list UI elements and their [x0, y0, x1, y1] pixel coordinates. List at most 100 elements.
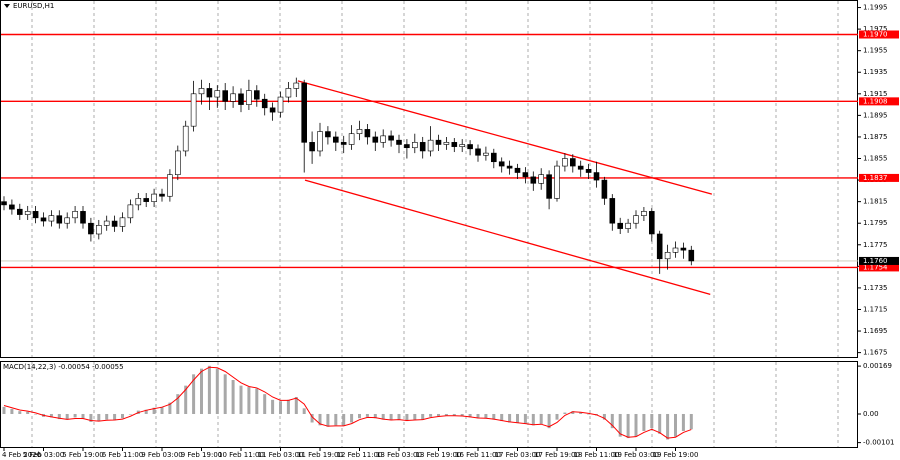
candle-body: [119, 217, 126, 227]
x-tick-label: 10 Feb 11:00: [218, 451, 264, 459]
macd-bar: [318, 413, 322, 426]
level-label-bg: [859, 263, 899, 272]
candle-body: [672, 247, 679, 253]
macd-bar: [618, 413, 622, 437]
macd-bar: [168, 402, 172, 414]
candle-body: [388, 135, 394, 141]
candle-body: [309, 142, 315, 152]
candle-body: [167, 174, 173, 197]
candle-body: [198, 88, 205, 95]
macd-bar: [10, 408, 14, 414]
macd-bar: [579, 412, 583, 414]
macd-bar: [650, 413, 654, 429]
macd-bar: [342, 413, 346, 426]
macd-bar: [231, 379, 235, 414]
macd-bar: [128, 413, 132, 415]
macd-bar: [516, 413, 519, 424]
candle-body: [577, 165, 584, 170]
candle-body: [230, 93, 236, 102]
macd-bar: [152, 407, 156, 414]
candle-body: [546, 174, 552, 199]
candle-body: [569, 158, 576, 167]
macd-bar: [65, 413, 69, 420]
candle-body: [175, 150, 181, 175]
macd-bar: [286, 399, 290, 414]
candle-body: [688, 249, 695, 262]
x-tick-label: 9 Feb 03:00: [141, 451, 182, 459]
macd-bar: [176, 394, 180, 414]
macd-bar: [571, 411, 575, 414]
macd-bar: [531, 413, 535, 426]
macd-bar: [223, 374, 227, 414]
channel-line: [297, 80, 713, 195]
macd-bar: [602, 413, 606, 420]
candle-body: [601, 179, 608, 199]
y-tick-label: 1.1775: [863, 241, 888, 249]
macd-bar: [2, 406, 6, 414]
candle-body: [419, 142, 426, 152]
x-tick-label: 19 Feb 19:00: [653, 451, 699, 459]
level-label-bg: [859, 173, 899, 182]
level-label: 1.1837: [863, 174, 888, 182]
level-label-bg: [859, 97, 899, 106]
candle-body: [317, 131, 323, 152]
macd-bar: [121, 413, 124, 419]
macd-title: MACD(14,22,3) -0.00054 -0.00055: [3, 363, 124, 371]
x-tick-label: 11 Feb 03:00: [258, 451, 304, 459]
candle-body: [664, 252, 671, 260]
y-tick-label: 1.1975: [863, 25, 888, 33]
macd-bar: [437, 413, 440, 417]
macd-bar: [626, 413, 630, 439]
x-tick-label: 4 Feb 2026: [2, 451, 42, 459]
macd-bar: [468, 413, 472, 418]
candle-body: [96, 225, 102, 235]
candle-body: [143, 198, 149, 202]
x-tick-label: 18 Feb 11:00: [574, 451, 620, 459]
macd-bar: [429, 413, 433, 417]
macd-bar: [73, 413, 77, 418]
y-tick-label: 1.1895: [863, 111, 888, 119]
candle-body: [285, 88, 292, 98]
y-tick-label: 1.1795: [863, 219, 888, 227]
macd-bar: [610, 413, 614, 429]
candle-body: [269, 107, 276, 113]
level-label-bg: [859, 30, 899, 39]
y-tick-label: -0.00101: [863, 439, 894, 447]
candle-body: [459, 144, 466, 147]
candle-body: [625, 222, 631, 229]
candle-body: [506, 165, 513, 169]
x-tick-label: 11 Feb 19:00: [297, 451, 343, 459]
y-tick-label: 1.1935: [863, 68, 888, 76]
macd-bar: [310, 413, 314, 423]
candle-body: [72, 211, 78, 219]
candle-body: [435, 139, 442, 145]
x-tick-label: 5 Feb 03:00: [23, 451, 64, 459]
candle-body: [127, 204, 134, 219]
candle-body: [356, 129, 363, 135]
macd-bar: [642, 413, 646, 431]
level-label: 1.1970: [863, 31, 888, 39]
current-price-label: 1.1760: [863, 257, 888, 265]
candle-body: [641, 211, 647, 216]
candle-body: [633, 215, 639, 224]
candle-body: [159, 193, 165, 197]
level-label: 1.1754: [863, 263, 888, 271]
macd-bar: [49, 413, 53, 418]
y-tick-label: 1.1735: [863, 284, 888, 292]
candle-body: [214, 90, 221, 98]
candle-body: [80, 211, 86, 224]
macd-bar: [271, 399, 275, 414]
x-tick-label: 6 Feb 11:00: [102, 451, 143, 459]
candle-body: [40, 217, 47, 222]
candle-body: [16, 208, 23, 215]
y-tick-label: 1.1815: [863, 198, 888, 206]
macd-bar: [389, 413, 393, 421]
macd-bar: [444, 413, 448, 416]
macd-bar: [523, 413, 527, 424]
candle-body: [246, 90, 252, 105]
symbol-marker: [4, 4, 10, 8]
candle-body: [411, 142, 418, 149]
macd-bar: [539, 413, 543, 424]
y-tick-label: 1.1915: [863, 90, 888, 98]
